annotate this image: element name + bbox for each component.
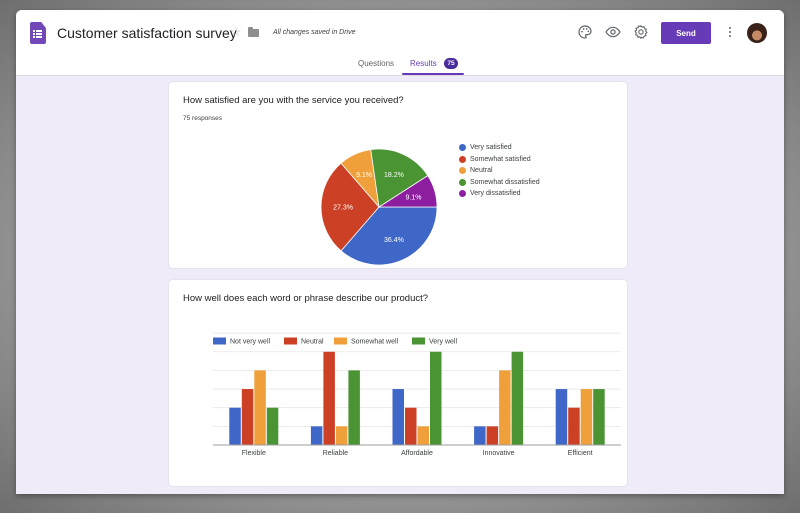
legend-label: Very dissatisfied — [470, 190, 521, 198]
pie-slice[interactable] — [377, 175, 438, 208]
pie-slice-label: 36.4% — [384, 237, 404, 244]
send-button[interactable]: Send — [661, 22, 711, 44]
x-axis-label: Flexible — [242, 450, 266, 457]
bar[interactable] — [323, 351, 335, 445]
bar[interactable] — [580, 389, 593, 445]
results-count-badge: 75 — [444, 58, 458, 69]
legend-item: Somewhat dissatisfied — [459, 177, 540, 189]
legend-label: Very well — [429, 339, 457, 346]
question-card-satisfaction: How satisfied are you with the service y… — [168, 81, 628, 269]
legend-item: Very satisfied — [459, 142, 540, 154]
bar[interactable] — [254, 370, 266, 445]
x-axis-label: Efficient — [568, 450, 593, 457]
legend-label: Somewhat dissatisfied — [470, 178, 540, 186]
question-title: How well does each word or phrase descri… — [183, 293, 429, 304]
bar[interactable] — [392, 389, 405, 445]
pie-slice[interactable] — [370, 148, 429, 208]
bar[interactable] — [430, 351, 442, 445]
bar-chart: Flexible Reliable Affordable Innovative Effi… — [213, 332, 621, 457]
tab-results[interactable]: Results — [410, 59, 437, 68]
legend-swatch — [459, 144, 466, 152]
pie-legend: Very satisfied Somewhat satisfied Neutral S… — [459, 142, 540, 200]
legend-swatch — [459, 178, 466, 186]
legend-swatch — [459, 155, 466, 163]
pie-chart: 36.4% 27.3% 9.1% 18.2% 9.1% — [320, 148, 438, 266]
legend-label: Not very well — [230, 339, 271, 346]
legend-label: Somewhat satisfied — [470, 155, 531, 163]
forms-logo-icon[interactable] — [30, 22, 46, 44]
folder-icon[interactable] — [248, 27, 259, 37]
legend-swatch — [412, 337, 425, 345]
app-header: Customer satisfaction survey ☆ All chang… — [16, 10, 784, 76]
legend-item: Very dissatisfied — [459, 188, 540, 200]
bar[interactable] — [511, 351, 524, 445]
bar[interactable] — [335, 426, 348, 445]
bar[interactable] — [593, 389, 605, 445]
x-axis-label: Affordable — [401, 450, 433, 457]
x-axis-label: Innovative — [483, 450, 515, 457]
save-status: All changes saved in Drive — [273, 29, 356, 36]
question-title: How satisfied are you with the service y… — [183, 95, 404, 106]
form-title[interactable]: Customer satisfaction survey — [57, 25, 237, 41]
pie-slice-label: 9.1% — [406, 194, 422, 201]
legend-label: Very satisfied — [470, 144, 512, 152]
legend-swatch — [213, 337, 226, 345]
pie-slice-label: 18.2% — [384, 172, 404, 179]
bar[interactable] — [348, 370, 360, 445]
legend-swatch — [459, 190, 466, 198]
legend-label: Somewhat well — [351, 339, 399, 346]
legend-item: Somewhat satisfied — [459, 154, 540, 166]
more-vert-icon[interactable] — [725, 25, 735, 41]
legend-label: Neutral — [301, 339, 324, 346]
eye-icon[interactable] — [605, 24, 621, 40]
bar[interactable] — [310, 426, 323, 445]
bar[interactable] — [568, 407, 580, 445]
pie-slice[interactable] — [340, 206, 438, 266]
legend-swatch — [284, 337, 297, 345]
bar[interactable] — [555, 389, 568, 445]
palette-icon[interactable] — [577, 24, 593, 40]
avatar[interactable] — [747, 23, 767, 43]
bar[interactable] — [499, 370, 511, 445]
bar[interactable] — [486, 426, 499, 445]
legend-label: Neutral — [470, 167, 493, 175]
pie-slice[interactable] — [320, 162, 380, 252]
response-count: 75 responses — [183, 115, 223, 122]
legend-item: Neutral — [459, 165, 540, 177]
x-axis-label: Reliable — [323, 450, 348, 457]
tab-questions[interactable]: Questions — [358, 59, 395, 68]
legend-swatch — [334, 337, 347, 345]
forms-window: Customer satisfaction survey ☆ All chang… — [16, 10, 784, 494]
active-tab-indicator — [402, 73, 464, 75]
bar[interactable] — [474, 426, 486, 445]
star-icon[interactable]: ☆ — [230, 24, 242, 39]
pie-slice-label: 27.3% — [333, 205, 353, 212]
pie-slice-label: 9.1% — [356, 172, 372, 179]
bar[interactable] — [266, 407, 279, 445]
bar[interactable] — [417, 426, 430, 445]
question-card-product-description: How well does each word or phrase descri… — [168, 279, 628, 487]
bar[interactable] — [405, 407, 417, 445]
gear-icon[interactable] — [633, 24, 649, 40]
bar[interactable] — [229, 407, 241, 445]
legend-swatch — [459, 167, 466, 175]
bar[interactable] — [241, 389, 254, 445]
